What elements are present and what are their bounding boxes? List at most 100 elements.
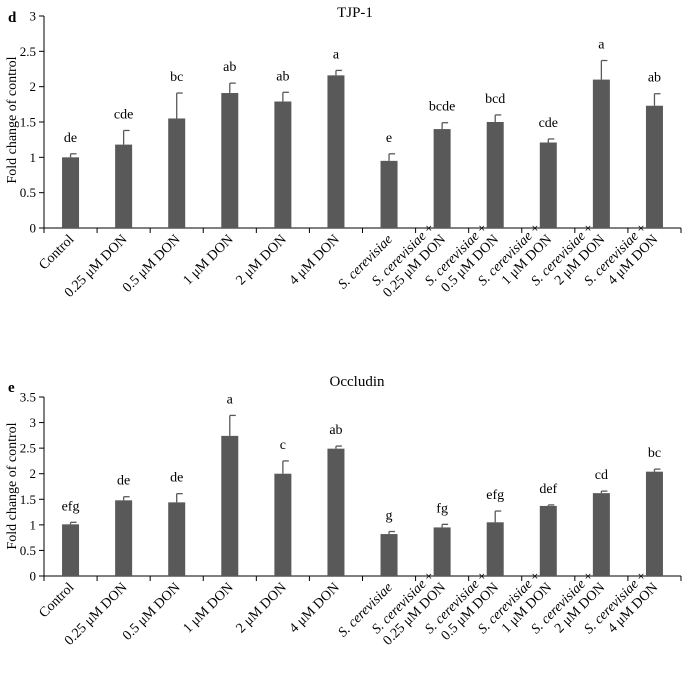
x-category-label: 1 μM DON xyxy=(181,580,237,636)
bar xyxy=(380,534,398,576)
y-tick-label: 0 xyxy=(30,569,37,584)
significance-label: bcde xyxy=(429,100,455,115)
bar xyxy=(645,105,663,228)
x-category-label: Control xyxy=(37,232,78,273)
bar xyxy=(221,435,239,576)
significance-label: g xyxy=(386,509,393,524)
significance-label: bc xyxy=(648,446,661,461)
panel-letter-d: d xyxy=(8,10,17,26)
significance-label: a xyxy=(333,47,340,62)
bar xyxy=(327,75,345,228)
x-category-label: S. cerevisiae +0.25 μM DON xyxy=(369,569,449,649)
x-category-label-text: 4 μM DON xyxy=(287,580,343,636)
significance-label: c xyxy=(280,438,286,453)
y-tick-label: 2.5 xyxy=(20,441,36,456)
y-tick-label: 0 xyxy=(30,221,37,236)
x-category-label: Control xyxy=(37,580,78,621)
bar xyxy=(486,522,504,576)
x-category-label-text: 0.5 μM DON xyxy=(120,232,183,295)
x-category-label-line: 1 μM DON xyxy=(181,580,237,636)
x-category-label: 2 μM DON xyxy=(234,580,290,636)
y-tick-label: 3 xyxy=(30,9,37,24)
significance-label: de xyxy=(117,474,130,489)
significance-label: ab xyxy=(648,71,661,86)
significance-label: efg xyxy=(62,499,80,514)
bar xyxy=(380,160,398,228)
x-category-label-line: 4 μM DON xyxy=(287,580,343,636)
bar xyxy=(433,527,451,576)
y-axis-label-occludin: Fold change of control xyxy=(5,422,20,549)
x-category-label-line: 1 μM DON xyxy=(181,232,237,288)
chart-title-occludin: Occludin xyxy=(330,374,385,390)
y-tick-label: 0.5 xyxy=(20,185,36,200)
bar xyxy=(168,502,186,576)
significance-label: efg xyxy=(486,488,504,503)
x-category-label-line: 0.5 μM DON xyxy=(120,580,183,643)
y-axis-label-tjp1: Fold change of control xyxy=(5,56,20,183)
significance-label: de xyxy=(170,471,183,486)
significance-label: ab xyxy=(329,423,342,438)
x-category-label-text: 1 μM DON xyxy=(181,232,237,288)
bar xyxy=(327,448,345,576)
significance-label: e xyxy=(386,131,392,146)
x-category-label-text: Control xyxy=(37,232,78,273)
x-category-label-text: 4 μM DON xyxy=(287,232,343,288)
x-category-label-text: 2 μM DON xyxy=(234,232,290,288)
significance-label: def xyxy=(539,482,557,497)
bar xyxy=(168,118,186,228)
y-tick-label: 1 xyxy=(30,150,37,165)
significance-label: fg xyxy=(436,501,448,516)
bar xyxy=(115,500,133,576)
x-category-label: 0.5 μM DON xyxy=(120,232,183,295)
x-category-label-text: 0.5 μM DON xyxy=(120,580,183,643)
y-tick-label: 2 xyxy=(30,79,37,94)
y-tick-label: 2.5 xyxy=(20,44,36,59)
bar xyxy=(62,524,80,576)
bar xyxy=(592,79,610,228)
x-category-label-line: Control xyxy=(37,580,78,621)
x-category-label: 4 μM DON xyxy=(287,580,343,636)
y-tick-label: 1 xyxy=(30,517,37,532)
significance-label: bcd xyxy=(485,92,505,107)
panel-letter-e: e xyxy=(8,380,15,396)
bar xyxy=(592,493,610,576)
bar xyxy=(539,142,557,228)
significance-label: de xyxy=(64,131,77,146)
significance-label: a xyxy=(598,38,605,53)
bar xyxy=(62,157,80,228)
x-category-label-text: 1 μM DON xyxy=(181,580,237,636)
x-category-label-line: 4 μM DON xyxy=(287,232,343,288)
x-category-label: 0.5 μM DON xyxy=(120,580,183,643)
x-category-label-line: 0.5 μM DON xyxy=(120,232,183,295)
y-tick-label: 0.5 xyxy=(20,543,36,558)
x-category-label-line: Control xyxy=(37,232,78,273)
significance-label: cd xyxy=(595,468,608,483)
y-tick-label: 1.5 xyxy=(20,492,36,507)
bar xyxy=(221,93,239,228)
chart-title-tjp1: TJP-1 xyxy=(337,5,373,21)
significance-label: a xyxy=(227,392,234,407)
y-tick-label: 2 xyxy=(30,466,37,481)
y-tick-label: 3 xyxy=(30,415,37,430)
x-category-label-line: 2 μM DON xyxy=(234,580,290,636)
x-category-label-line: 2 μM DON xyxy=(234,232,290,288)
x-category-label-text: Control xyxy=(37,580,78,621)
significance-label: ab xyxy=(276,69,289,84)
bar xyxy=(274,473,292,576)
significance-label: ab xyxy=(223,60,236,75)
y-tick-label: 1.5 xyxy=(20,115,36,130)
bar xyxy=(645,471,663,576)
bar xyxy=(539,505,557,576)
bar xyxy=(115,144,133,228)
bar xyxy=(433,129,451,228)
x-category-label: 2 μM DON xyxy=(234,232,290,288)
x-category-label: 1 μM DON xyxy=(181,232,237,288)
significance-label: cde xyxy=(114,107,133,122)
bar xyxy=(486,122,504,228)
x-category-label-text: 2 μM DON xyxy=(234,580,290,636)
x-category-label: 4 μM DON xyxy=(287,232,343,288)
significance-label: cde xyxy=(539,116,558,131)
